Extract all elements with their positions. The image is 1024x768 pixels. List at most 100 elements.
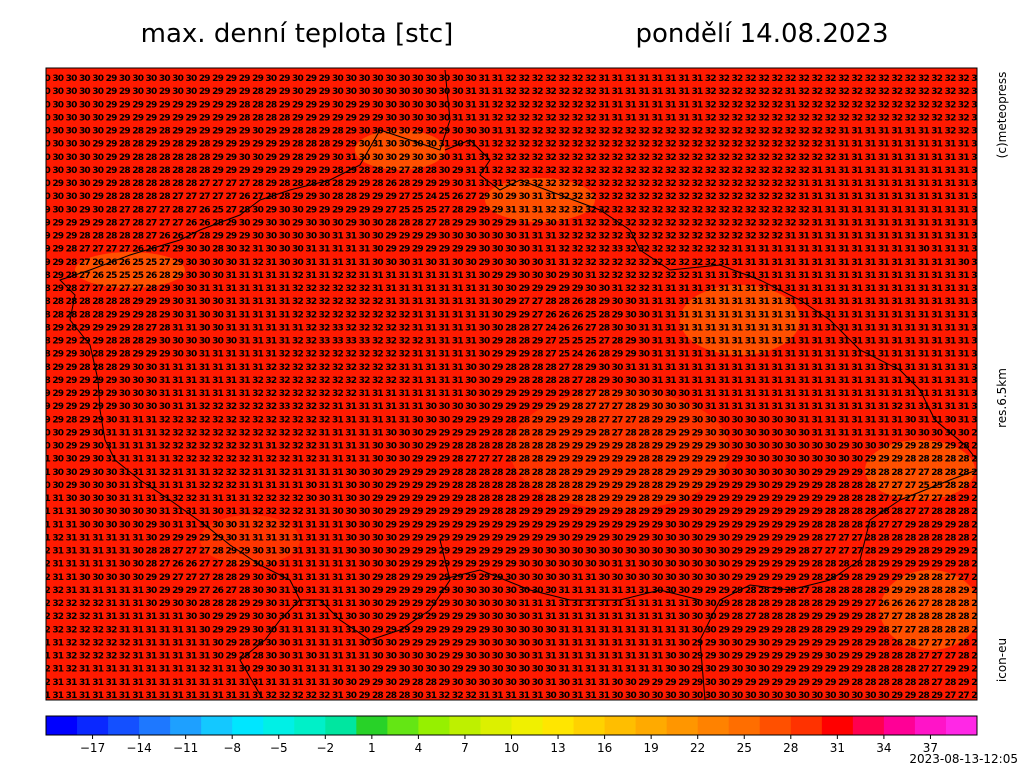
temperature-row: 30 30 30 30 29 28 28 28 28 28 27 27 27 2… [39,192,983,202]
temperature-row: 28 28 28 28 28 29 29 29 28 29 30 31 30 3… [39,310,983,320]
temperature-row: 28 29 28 29 29 29 29 28 27 28 31 31 30 3… [39,323,983,333]
temperature-row: 30 30 30 30 30 29 29 29 29 29 29 29 29 2… [39,100,983,110]
colorbar-segment [790,716,823,735]
colorbar-segment [573,716,606,735]
temperature-row: 30 30 30 30 30 29 28 28 28 28 28 28 28 2… [39,166,983,176]
temperature-row: 29 29 28 27 27 27 27 26 26 27 29 30 30 2… [39,245,983,255]
colorbar-tick-label: 13 [550,741,565,755]
temperature-row: 31 31 31 31 31 31 31 31 31 31 31 31 31 3… [39,691,983,701]
colorbar-tick-label: −2 [316,741,334,755]
temperature-row: 32 31 32 31 31 31 31 31 31 31 31 31 32 3… [39,665,983,675]
temperature-row: 30 30 30 30 29 29 28 28 29 29 28 29 28 2… [39,140,983,150]
colorbar-segment [511,716,544,735]
temperature-row: 31 31 31 30 30 30 30 30 29 30 31 31 31 3… [39,520,983,530]
temperature-row: 32 32 31 31 31 31 31 31 30 29 29 29 27 2… [39,586,983,596]
temperature-row: 28 29 28 27 26 25 25 25 26 28 29 30 30 3… [39,271,983,281]
colorbar-tick-label: 28 [783,741,798,755]
colorbar-tick-label: −11 [173,741,198,755]
colorbar-segment [170,716,202,735]
border [699,469,977,700]
colorbar-tick-label: 7 [461,741,469,755]
mild-zones [200,390,730,565]
temperature-row: 30 30 30 30 30 29 29 28 28 28 28 28 28 2… [39,153,983,163]
colorbar-tick-label: 4 [415,741,423,755]
colorbar-segment [139,716,171,735]
colorbar-tick-label: 37 [923,741,938,755]
temperature-row: 29 29 28 27 26 26 26 25 25 27 29 30 30 3… [39,258,983,268]
temperature-row: 28 29 29 29 29 29 30 30 30 31 31 31 31 3… [39,376,983,386]
colorbar-tick-label: 34 [876,741,891,755]
colorbar-tick-label: 31 [830,741,845,755]
colorbar-tick-label: −8 [223,741,241,755]
title: max. denní teplota [stc] [141,19,454,49]
temperature-row: 31 30 30 29 30 31 31 31 31 31 32 32 32 3… [39,455,983,465]
temperature-row: 31 30 30 29 30 30 31 31 31 32 31 31 31 3… [39,468,983,478]
colorbar-tick-label: 10 [504,741,519,755]
map: 30 30 30 30 30 29 30 30 30 30 30 30 29 2… [39,68,983,701]
temperature-row: 29 30 30 29 30 28 27 28 27 27 28 27 26 2… [39,205,983,215]
warm-zones [75,130,977,650]
temperature-row: 32 31 31 31 31 31 31 30 28 28 27 27 27 2… [39,547,983,557]
colorbar-segment [852,716,885,735]
temperature-row: 30 30 30 30 30 29 30 30 30 30 30 30 29 2… [39,74,983,84]
credit: (c)meteopress [995,72,1009,159]
temperature-row: 31 32 31 31 31 31 31 31 30 29 29 29 29 2… [39,533,983,543]
colorbar-segment [387,716,419,735]
temperature-row: 32 31 31 30 30 30 30 30 29 29 27 27 27 2… [39,573,983,583]
border [59,69,451,699]
colorbar-segment [542,716,575,735]
colorbar-segment [294,716,326,735]
colorbar-segment [697,716,730,735]
timestamp: 2023-08-13-12:05 [909,752,1018,766]
colorbar-tick-label: 22 [690,741,705,755]
colorbar: −17 −14 −11 −8 −5 −2 1 4 7 10 13 16 19 22 25 28 31 34 37 [45,715,978,755]
colorbar-tick-label: −5 [270,741,288,755]
temperature-row: 30 30 30 30 30 29 29 29 29 29 29 29 29 2… [39,113,983,123]
temperature-row: 29 29 29 29 29 29 30 30 30 31 31 31 31 3… [39,389,983,399]
date: pondělí 14.08.2023 [636,19,889,49]
colorbar-segment [945,716,978,735]
temperature-row: 32 31 31 31 31 31 31 31 31 31 31 31 31 3… [39,678,983,688]
temperature-row: 32 32 32 32 32 32 31 31 31 31 31 31 30 2… [39,625,983,635]
temperature-row: 30 30 29 30 30 30 31 31 31 31 31 31 32 3… [39,481,983,491]
colorbar-segment [728,716,761,735]
colorbar-segment [232,716,264,735]
colorbar-segment [77,716,109,735]
temperature-row: 28 29 29 30 28 29 28 29 29 29 30 30 31 3… [39,350,983,360]
model: icon-eu [995,638,1009,682]
colorbar-segment [325,716,357,735]
temperature-row: 29 29 29 29 29 29 30 30 30 30 31 31 32 3… [39,402,983,412]
resolution: res.6.5km [995,368,1009,428]
colorbar-segment [449,716,481,735]
colorbar-segment [635,716,668,735]
colorbar-segment [883,716,916,735]
temperature-row: 30 30 29 29 30 31 31 31 31 32 32 32 32 3… [39,442,983,452]
temperature-row: 28 29 28 27 27 27 27 27 28 29 30 30 31 3… [39,284,983,294]
colorbar-segment [201,716,233,735]
map-frame [45,67,978,701]
map-background [46,68,977,700]
temperature-row: 29 29 28 29 29 30 31 31 31 32 32 32 32 3… [39,415,983,425]
colorbar-segment [914,716,947,735]
border [439,569,701,601]
colorbar-segment [108,716,140,735]
temperature-row: 29 29 29 28 28 28 28 28 27 26 26 27 28 2… [39,232,983,242]
colorbar-segment [418,716,450,735]
colorbar-tick-label: −17 [80,741,105,755]
colorbar-tick-label: 1 [368,741,376,755]
border [444,139,977,461]
temperature-row: 30 30 30 30 30 29 29 28 29 28 29 29 29 2… [39,127,983,137]
temperature-row: 32 32 32 32 31 31 31 31 31 31 31 30 30 2… [39,612,983,622]
temperature-row: 32 31 31 31 31 31 30 30 28 27 26 26 27 2… [39,560,983,570]
temperature-row: 32 32 32 32 32 31 31 31 30 29 30 30 28 2… [39,599,983,609]
temperature-row: 28 29 29 28 28 28 29 30 30 31 31 31 31 3… [39,363,983,373]
colorbar-tick-label: 19 [644,741,659,755]
temperature-row: 28 29 29 29 29 28 28 28 29 30 30 30 30 3… [39,337,983,347]
temperature-row: 28 28 28 28 28 28 28 29 29 29 30 31 30 3… [39,297,983,307]
colorbar-segment [821,716,854,735]
border [300,539,451,641]
temperature-row: 31 31 30 30 30 30 31 31 31 31 32 32 31 3… [39,494,983,504]
colorbar-segment [480,716,512,735]
colorbar-tick-label: 25 [737,741,752,755]
